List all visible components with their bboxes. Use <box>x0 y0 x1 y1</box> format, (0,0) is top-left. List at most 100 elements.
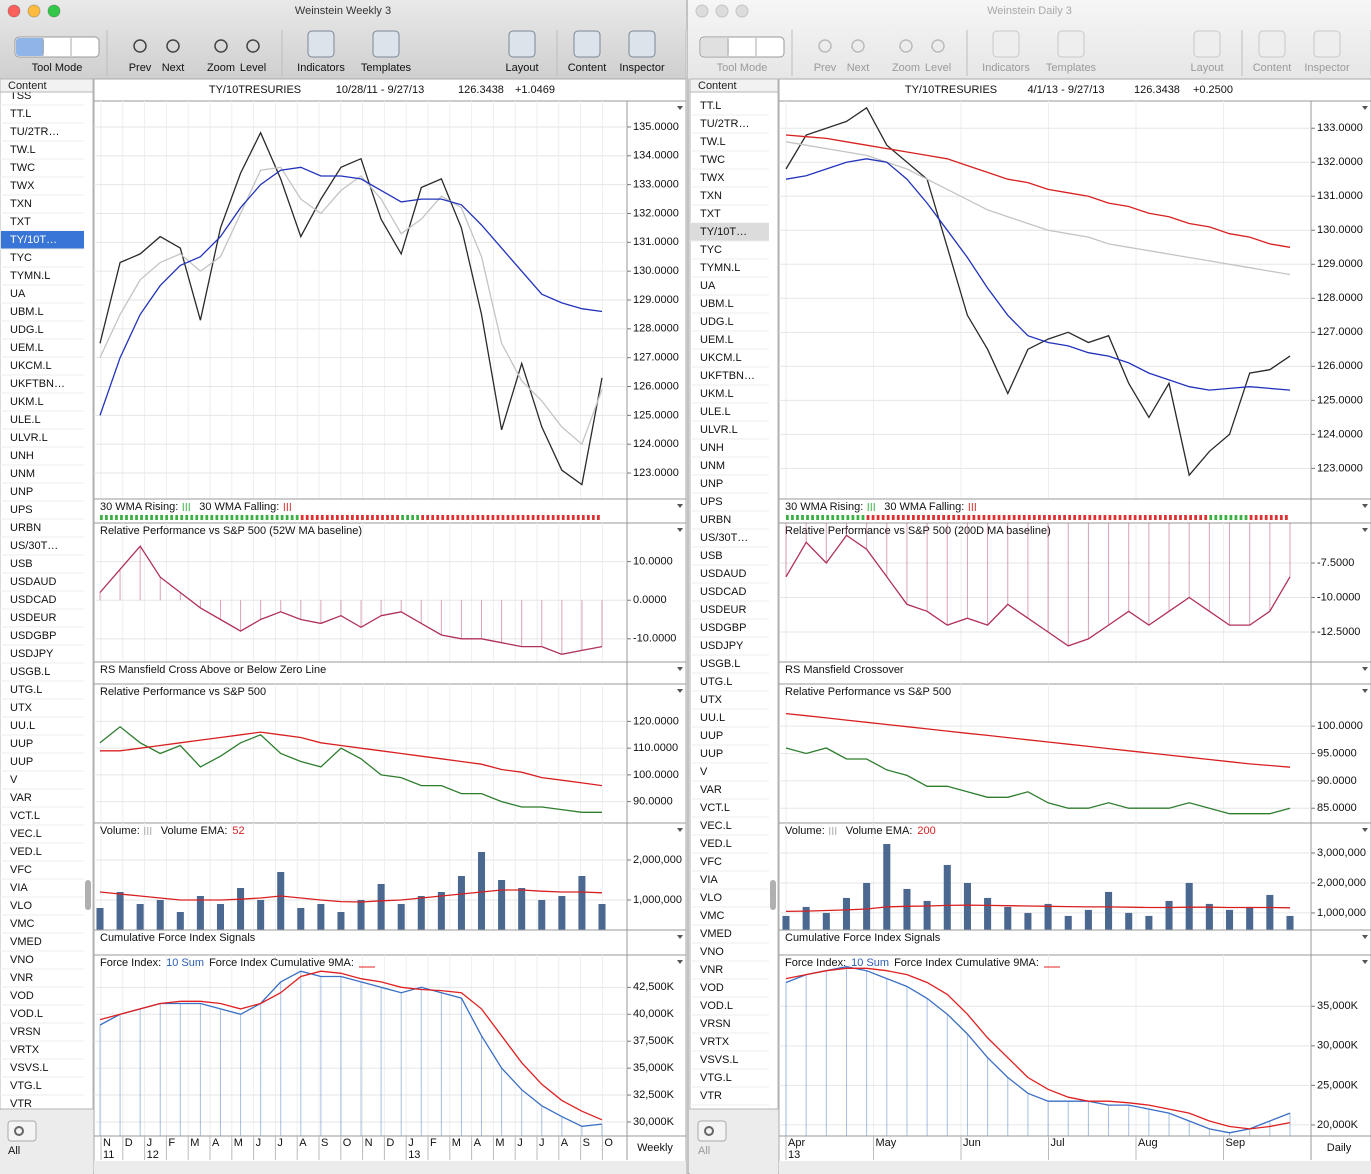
symbol[interactable]: VEC.L <box>10 828 42 840</box>
toolbar-label[interactable]: Content <box>1253 62 1292 74</box>
symbol[interactable]: ULVR.L <box>700 424 738 436</box>
symbol[interactable]: TYMN.L <box>700 262 740 274</box>
symbol[interactable]: US/30T… <box>700 532 748 544</box>
symbol[interactable]: USDGBP <box>700 622 746 634</box>
toolbar-icon[interactable] <box>307 30 335 58</box>
symbol[interactable]: TY/10T… <box>10 234 57 246</box>
symbol[interactable]: VOD <box>700 982 724 994</box>
symbol[interactable]: UDG.L <box>700 316 734 328</box>
symbol[interactable]: TW.L <box>10 144 36 156</box>
toolbar-icon[interactable] <box>372 30 400 58</box>
symbol[interactable]: VMED <box>700 928 732 940</box>
toolbar-icon[interactable] <box>1193 30 1221 58</box>
symbol[interactable]: UTX <box>700 694 723 706</box>
symbol[interactable]: VMED <box>10 936 42 948</box>
symbol[interactable]: USDJPY <box>700 640 744 652</box>
toolbar-icon[interactable] <box>851 39 865 53</box>
symbol[interactable]: TU/2TR… <box>700 118 750 130</box>
symbol[interactable]: VNO <box>10 954 34 966</box>
symbol[interactable]: VNR <box>700 964 723 976</box>
symbol[interactable]: UNM <box>700 460 725 472</box>
symbol[interactable]: UNP <box>10 486 33 498</box>
symbol[interactable]: VED.L <box>700 838 732 850</box>
toolbar-label[interactable]: Prev <box>814 62 837 74</box>
symbol[interactable]: USGB.L <box>10 666 50 678</box>
toolbar-icon[interactable] <box>899 39 913 53</box>
symbol[interactable]: ULE.L <box>10 414 41 426</box>
symbol[interactable]: ULE.L <box>700 406 731 418</box>
symbol[interactable]: TXT <box>700 208 721 220</box>
toolbar-icon[interactable] <box>246 39 260 53</box>
symbol[interactable]: UBM.L <box>10 306 44 318</box>
toolbar-label[interactable]: Zoom <box>207 62 235 74</box>
window-button[interactable] <box>7 4 21 18</box>
interval-label[interactable]: Daily <box>1327 1142 1352 1154</box>
symbol[interactable]: UNM <box>10 468 35 480</box>
symbol[interactable]: UA <box>700 280 716 292</box>
symbol[interactable]: TYC <box>10 252 32 264</box>
symbol[interactable]: V <box>10 774 18 786</box>
panel-menu[interactable] <box>677 935 683 939</box>
symbol[interactable]: UUP <box>10 756 33 768</box>
symbol[interactable]: UTG.L <box>700 676 732 688</box>
symbol[interactable]: URBN <box>10 522 41 534</box>
symbol[interactable]: ULVR.L <box>10 432 48 444</box>
symbol[interactable]: VIA <box>700 874 718 886</box>
symbol[interactable]: URBN <box>700 514 731 526</box>
panel-menu[interactable] <box>1362 667 1368 671</box>
panel-menu[interactable] <box>1362 960 1368 964</box>
panel-menu[interactable] <box>677 828 683 832</box>
symbol[interactable]: UUP <box>700 748 723 760</box>
panel-menu[interactable] <box>677 960 683 964</box>
window-button[interactable] <box>695 4 709 18</box>
symbol[interactable]: UKM.L <box>700 388 734 400</box>
toolbar-label[interactable]: Tool Mode <box>32 62 83 74</box>
toolbar-label[interactable]: Tool Mode <box>717 62 768 74</box>
toolbar-icon[interactable] <box>1057 30 1085 58</box>
symbol[interactable]: UKFTBN… <box>700 370 755 382</box>
panel-menu[interactable] <box>677 106 683 110</box>
symbol[interactable]: UNH <box>700 442 724 454</box>
symbol[interactable]: VNR <box>10 972 33 984</box>
symbol[interactable]: TYMN.L <box>10 270 50 282</box>
symbol[interactable]: UUP <box>10 738 33 750</box>
symbol[interactable]: TXN <box>700 190 722 202</box>
toolbar-label[interactable]: Templates <box>361 62 412 74</box>
toolbar-icon[interactable] <box>628 30 656 58</box>
symbol[interactable]: UDG.L <box>10 324 44 336</box>
symbol[interactable]: US/30T… <box>10 540 58 552</box>
symbol[interactable]: UKFTBN… <box>10 378 65 390</box>
symbol[interactable]: UKCM.L <box>10 360 52 372</box>
panel-menu[interactable] <box>1362 504 1368 508</box>
toolbar-icon[interactable] <box>133 39 147 53</box>
symbol[interactable]: VOD <box>10 990 34 1002</box>
symbol[interactable]: V <box>700 766 708 778</box>
symbol[interactable]: VLO <box>700 892 722 904</box>
symbol[interactable]: TW.L <box>700 136 726 148</box>
symbol[interactable]: UEM.L <box>700 334 734 346</box>
symbol[interactable]: UU.L <box>10 720 35 732</box>
symbol[interactable]: UBM.L <box>700 298 734 310</box>
symbol[interactable]: TSS <box>10 90 31 102</box>
symbol[interactable]: TWX <box>700 172 725 184</box>
symbol[interactable]: VRTX <box>10 1044 40 1056</box>
toolbar-icon[interactable] <box>931 39 945 53</box>
footer-label[interactable]: All <box>8 1145 20 1157</box>
symbol[interactable]: VFC <box>700 856 722 868</box>
toolbar-icon[interactable] <box>214 39 228 53</box>
toolbar-label[interactable]: Templates <box>1046 62 1097 74</box>
toolbar-icon[interactable] <box>992 30 1020 58</box>
symbol[interactable]: VEC.L <box>700 820 732 832</box>
symbol[interactable]: UEM.L <box>10 342 44 354</box>
toolbar-label[interactable]: Content <box>568 62 607 74</box>
symbol[interactable]: TXT <box>10 216 31 228</box>
symbol[interactable]: UTG.L <box>10 684 42 696</box>
symbol[interactable]: USDEUR <box>700 604 747 616</box>
panel-menu[interactable] <box>677 528 683 532</box>
panel-menu[interactable] <box>1362 935 1368 939</box>
symbol[interactable]: UPS <box>700 496 723 508</box>
symbol[interactable]: USDAUD <box>10 576 57 588</box>
toolbar-label[interactable]: Prev <box>129 62 152 74</box>
window-button[interactable] <box>735 4 749 18</box>
symbol[interactable]: UPS <box>10 504 33 516</box>
